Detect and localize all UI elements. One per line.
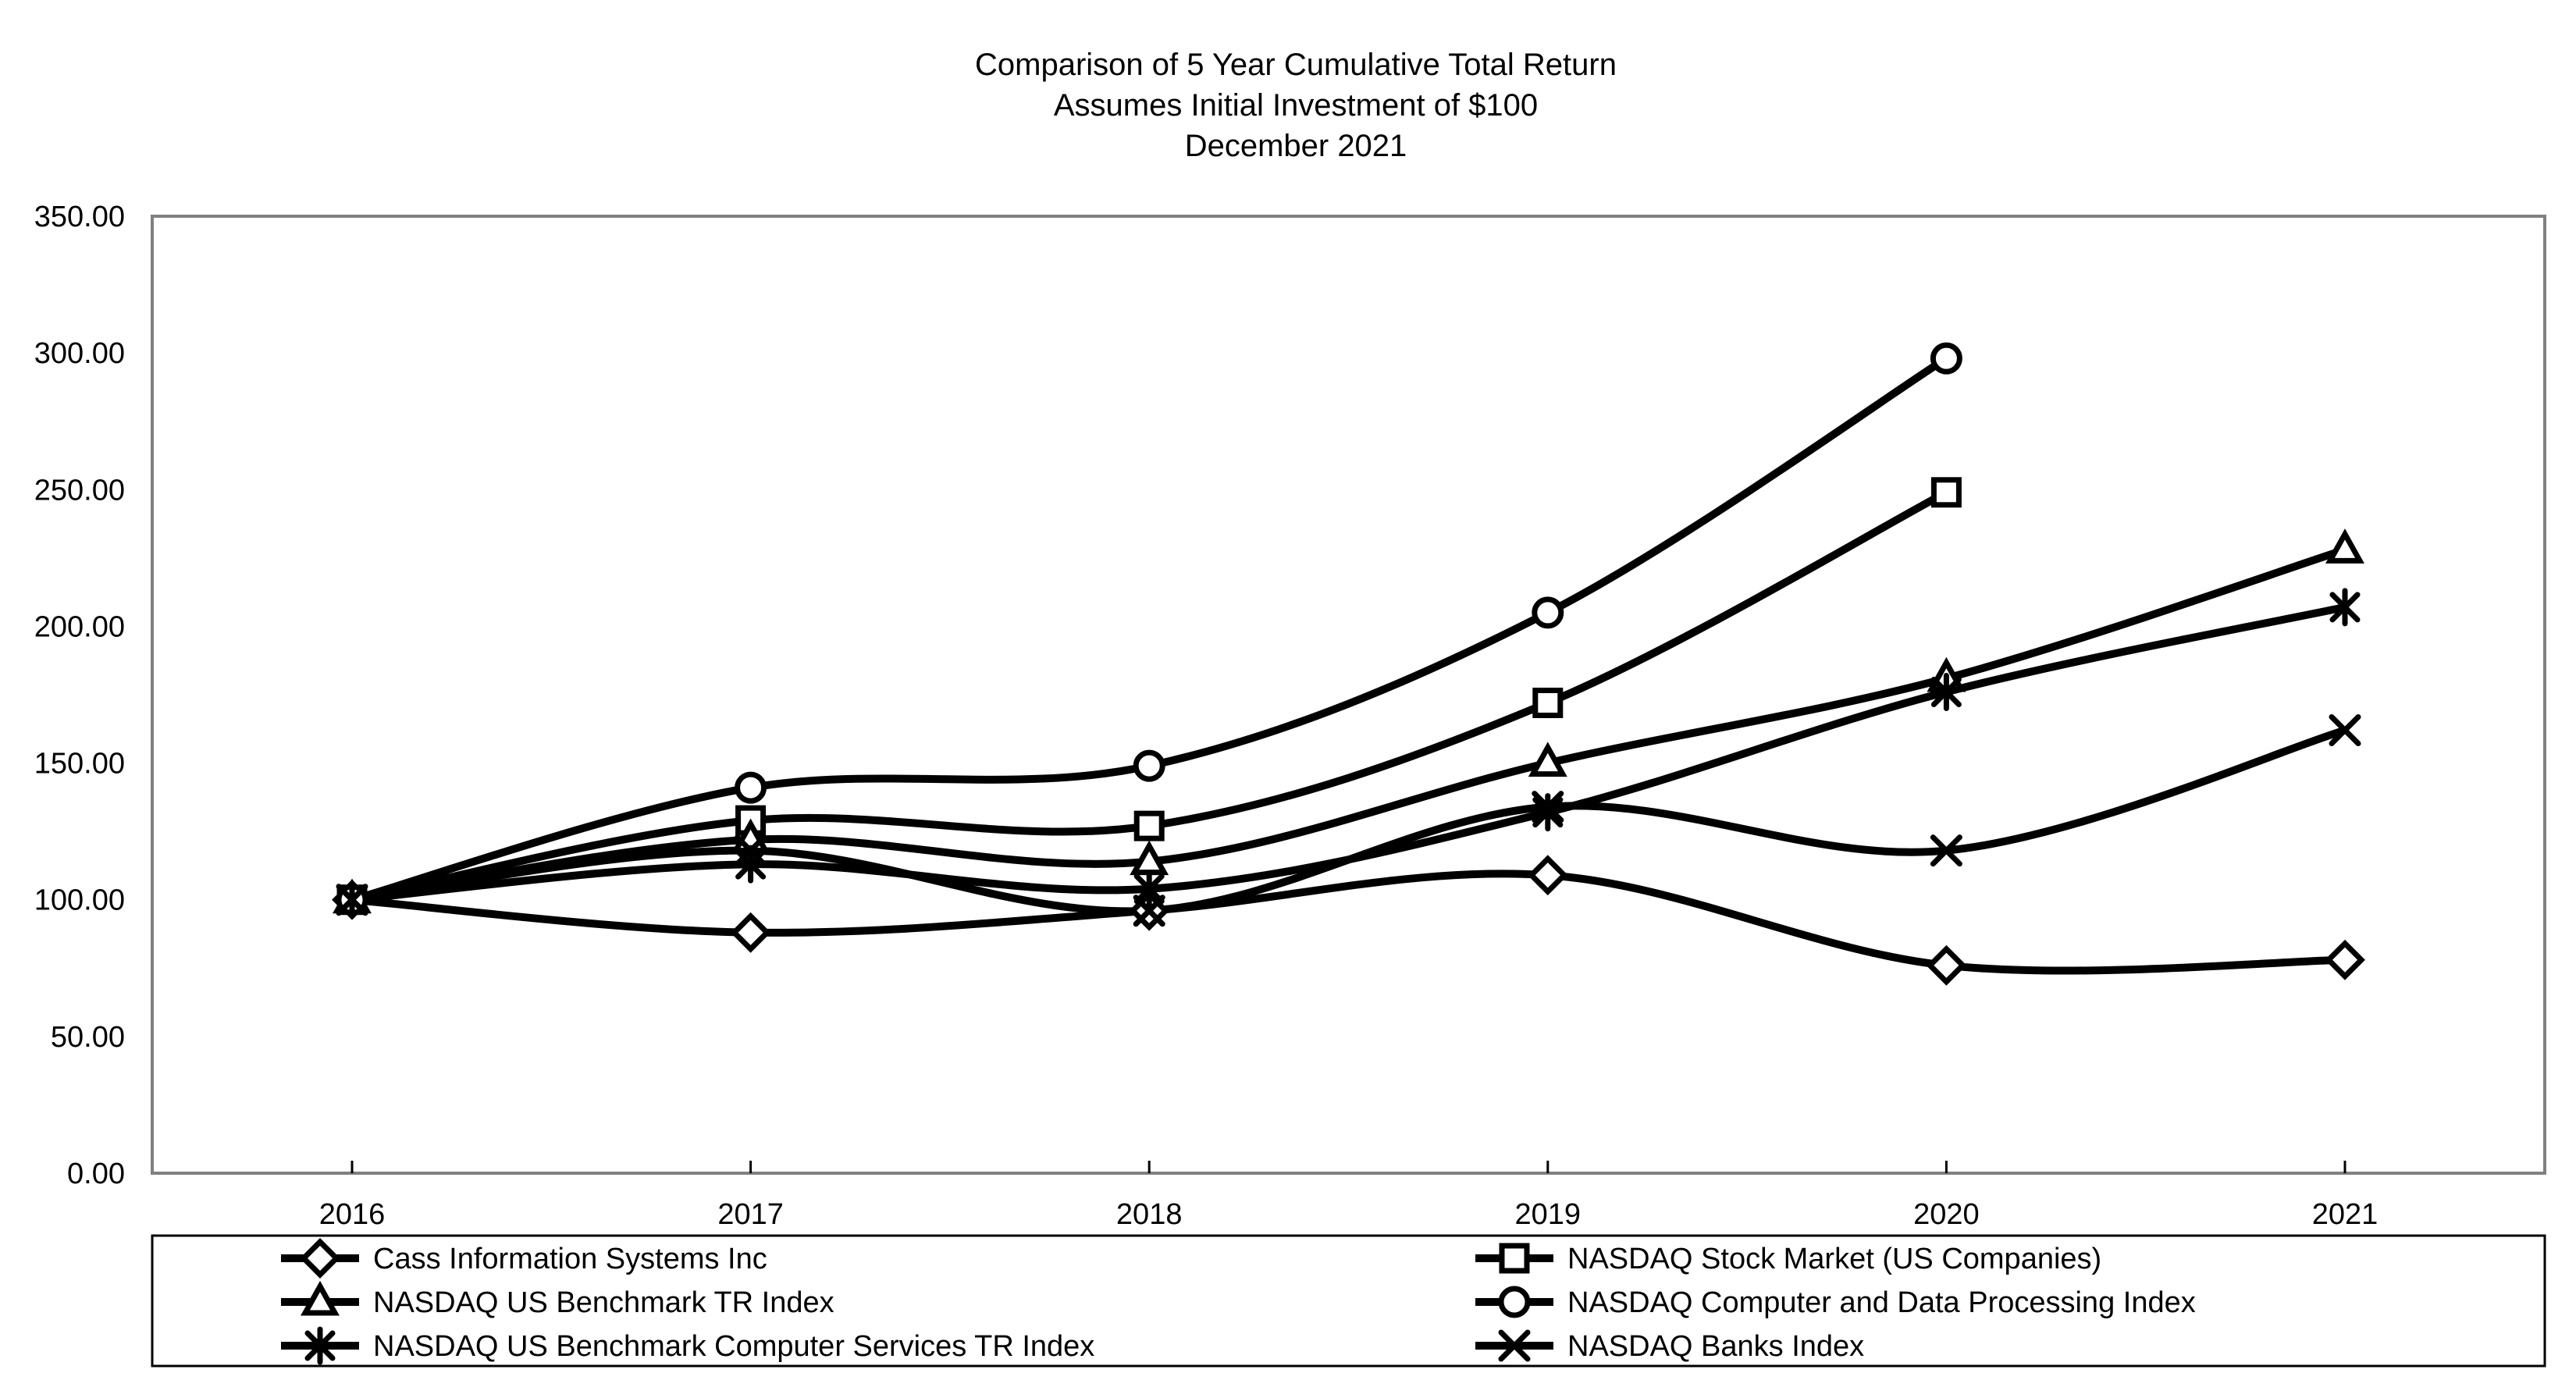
legend-box (151, 1234, 2546, 1368)
legend-item-label: NASDAQ Banks Index (1567, 1330, 1864, 1363)
data-point-x-marker (1930, 834, 1962, 867)
data-point-x-marker (336, 884, 368, 916)
data-point-diamond-marker (730, 912, 771, 953)
data-point-square-marker (1133, 810, 1165, 841)
plot-area-border (151, 215, 2546, 1175)
asterisk-stroke (304, 1330, 336, 1361)
legend-item-label: NASDAQ US Benchmark Computer Services TR… (373, 1330, 1094, 1363)
y-axis-tick-label: 150.00 (34, 748, 125, 781)
data-point-circle-marker (1133, 749, 1165, 782)
legend-item-label: NASDAQ Stock Market (US Companies) (1567, 1243, 2101, 1275)
x-axis-tick-label: 2017 (717, 1198, 784, 1231)
legend-item-label: NASDAQ US Benchmark TR Index (373, 1286, 834, 1319)
x-stroke (1498, 1329, 1531, 1362)
legend-item-label: NASDAQ Computer and Data Processing Inde… (1567, 1286, 2196, 1319)
x-stroke (735, 834, 767, 867)
x-axis-tick-label: 2021 (2312, 1198, 2379, 1231)
data-point-circle-marker (1930, 342, 1962, 375)
legend-triangle-marker (301, 1280, 340, 1316)
chart-title-line: Comparison of 5 Year Cumulative Total Re… (975, 48, 1617, 82)
y-axis-tick-label: 50.00 (51, 1021, 125, 1054)
chart-title-line: Assumes Initial Investment of $100 (1054, 88, 1538, 123)
legend-asterisk-marker (304, 1326, 336, 1365)
series-line-diamond (348, 870, 2349, 975)
asterisk-stroke (2329, 592, 2361, 623)
data-point-diamond-marker (1926, 944, 1967, 986)
data-point-x-marker (1133, 895, 1165, 927)
legend-item-label: Cass Information Systems Inc (373, 1243, 767, 1275)
x-stroke (2329, 714, 2361, 747)
asterisk-stroke (1133, 873, 1165, 905)
series-line-x (348, 726, 2349, 916)
data-point-x-marker (2329, 714, 2361, 747)
y-axis-tick-label: 250.00 (34, 474, 125, 507)
y-axis-tick-label: 300.00 (34, 337, 125, 370)
asterisk-stroke (1532, 797, 1564, 828)
data-point-diamond-marker (2325, 939, 2365, 980)
x-axis-tick-label: 2018 (1116, 1198, 1183, 1231)
series-line-triangle (348, 546, 2349, 904)
data-point-triangle-marker (1130, 840, 1169, 876)
data-point-asterisk-marker (1930, 672, 1962, 711)
x-axis-tick-label: 2019 (1515, 1198, 1582, 1231)
data-point-square-marker (1532, 688, 1564, 719)
data-point-asterisk-marker (1532, 793, 1564, 832)
legend-x-marker (1498, 1329, 1531, 1362)
legend-square-marker (1499, 1243, 1530, 1274)
y-axis-tick-label: 0.00 (67, 1158, 125, 1190)
x-stroke (336, 884, 368, 916)
data-point-circle-marker (1532, 596, 1564, 629)
data-point-x-marker (735, 834, 767, 867)
y-axis-tick-label: 100.00 (34, 884, 125, 917)
y-axis-tick-label: 350.00 (34, 201, 125, 233)
data-point-circle-marker (735, 771, 767, 804)
x-stroke (1532, 791, 1564, 823)
data-point-x-marker (1532, 791, 1564, 823)
data-point-triangle-marker (1528, 742, 1567, 777)
legend-diamond-marker (300, 1238, 340, 1279)
x-axis-tick-label: 2020 (1913, 1198, 1980, 1231)
asterisk-stroke (1930, 676, 1962, 707)
x-axis-tick-label: 2016 (319, 1198, 386, 1231)
chart-title-line: December 2021 (1185, 129, 1407, 163)
y-axis-tick-label: 200.00 (34, 610, 125, 643)
data-point-asterisk-marker (1133, 870, 1165, 909)
data-point-asterisk-marker (2329, 588, 2361, 627)
legend-circle-marker (1498, 1286, 1531, 1318)
x-stroke (1930, 834, 1962, 867)
data-point-triangle-marker (2325, 528, 2364, 564)
data-point-diamond-marker (1527, 855, 1568, 896)
data-point-square-marker (1930, 477, 1962, 508)
x-stroke (1133, 895, 1165, 927)
